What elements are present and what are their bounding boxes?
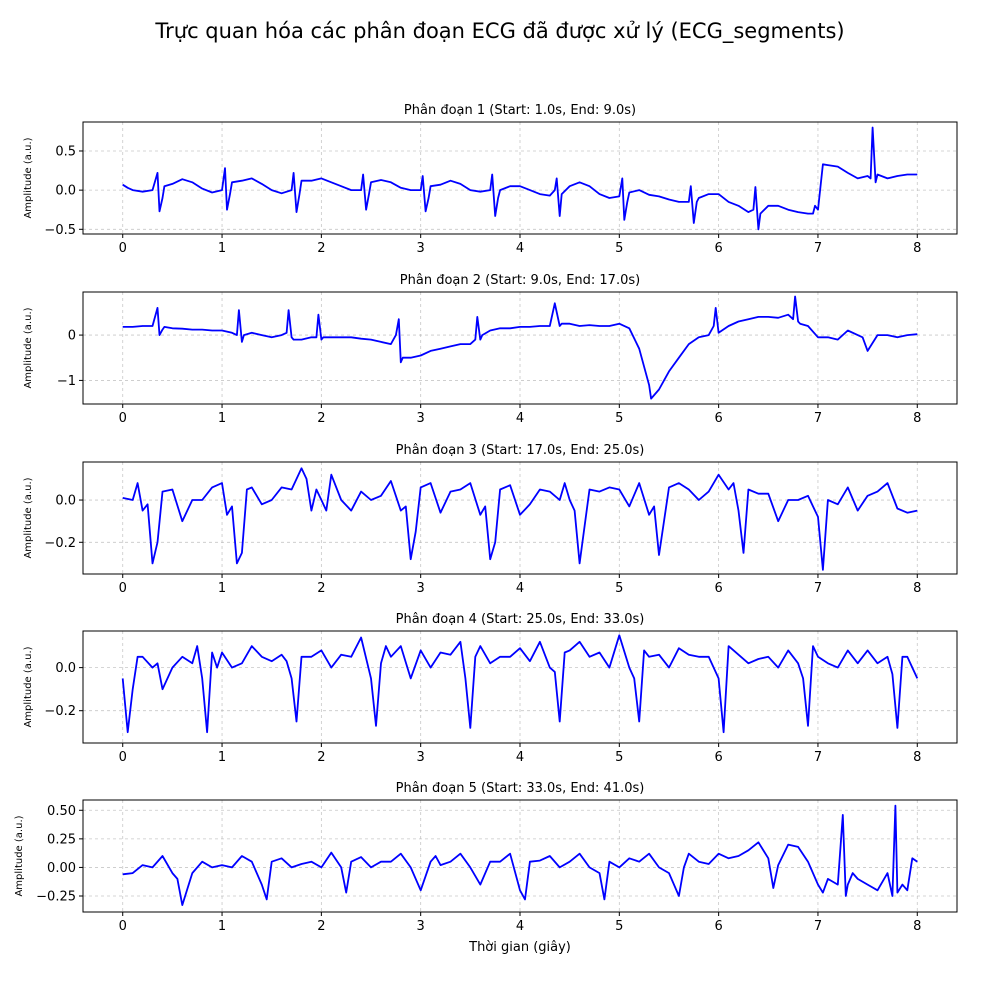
x-tick-label: 5 (615, 919, 623, 934)
x-axis-label: Thời gian (giây) (468, 940, 571, 955)
y-axis-label: Amplitude (a.u.) (23, 477, 34, 558)
x-tick-label: 0 (119, 750, 127, 765)
figure-suptitle: Trực quan hóa các phân đoạn ECG đã được … (154, 19, 844, 44)
x-tick-label: 6 (714, 241, 722, 256)
y-axis-label: Amplitude (a.u.) (14, 815, 25, 896)
y-tick-label: 0 (68, 329, 76, 344)
y-tick-label: −0.2 (44, 536, 76, 551)
y-tick-label: 0.25 (47, 832, 76, 847)
y-tick-label: −0.2 (44, 704, 76, 719)
x-tick-label: 8 (913, 581, 921, 596)
x-tick-label: 8 (913, 411, 921, 426)
subplot-5: 0 1 2 3 4 5 6 7 8 −0.25 0.00 0.25 0.50 Phân đoạn 5 (S… (14, 781, 958, 955)
x-tick-label: 7 (814, 919, 822, 934)
y-axis-label: Amplitude (a.u.) (23, 307, 34, 388)
ecg-series-line (121, 634, 919, 734)
x-tick-label: 2 (317, 581, 325, 596)
x-tick-label: 1 (218, 581, 226, 596)
x-tick-label: 2 (317, 241, 325, 256)
y-tick-label: −0.25 (36, 890, 76, 905)
subplot-title: Phân đoạn 1 (Start: 1.0s, End: 9.0s) (404, 103, 636, 118)
ecg-series-line (122, 295, 918, 400)
x-tick-label: 4 (516, 750, 524, 765)
x-tick-label: 0 (119, 411, 127, 426)
x-tick-label: 3 (417, 919, 425, 934)
subplot-grid: 0 1 2 3 4 5 6 7 8 −0.5 0.0 0.5 Phân đoạn 1 (Start: 1… (14, 103, 958, 955)
x-tick-label: 5 (615, 750, 623, 765)
subplot-title: Phân đoạn 4 (Start: 25.0s, End: 33.0s) (396, 612, 645, 627)
x-tick-label: 1 (218, 750, 226, 765)
x-tick-label: 7 (814, 581, 822, 596)
x-tick-label: 8 (913, 241, 921, 256)
x-tick-label: 3 (417, 750, 425, 765)
x-tick-label: 4 (516, 581, 524, 596)
x-tick-label: 0 (119, 919, 127, 934)
x-tick-label: 1 (218, 241, 226, 256)
subplot-title: Phân đoạn 5 (Start: 33.0s, End: 41.0s) (396, 781, 645, 796)
subplot-2: 0 1 2 3 4 5 6 7 8 −1 0 Phân đoạn 2 (Start: 9.0s, En… (23, 273, 958, 426)
x-tick-label: 7 (814, 241, 822, 256)
x-tick-label: 5 (615, 241, 623, 256)
subplot-3: 0 1 2 3 4 5 6 7 8 −0.2 0.0 Phân đoạn 3 (Start: 17.0… (23, 443, 958, 596)
ecg-series-line (122, 804, 918, 906)
subplot-title: Phân đoạn 3 (Start: 17.0s, End: 25.0s) (396, 443, 645, 458)
x-tick-label: 5 (615, 581, 623, 596)
x-tick-label: 4 (516, 919, 524, 934)
ecg-series-line (122, 467, 918, 571)
x-tick-label: 6 (714, 411, 722, 426)
y-axis-label: Amplitude (a.u.) (23, 646, 34, 727)
y-tick-label: 0.0 (55, 661, 76, 676)
y-tick-label: 0.5 (55, 144, 76, 159)
subplot-4: 0 1 2 3 4 5 6 7 8 −0.2 0.0 Phân đoạn 4 (Start: 25.0… (23, 612, 958, 765)
x-tick-label: 6 (714, 750, 722, 765)
x-tick-label: 4 (516, 241, 524, 256)
subplot-1: 0 1 2 3 4 5 6 7 8 −0.5 0.0 0.5 Phân đoạn 1 (Start: 1… (23, 103, 958, 256)
x-tick-label: 0 (119, 581, 127, 596)
x-tick-label: 4 (516, 411, 524, 426)
x-tick-label: 6 (714, 581, 722, 596)
y-tick-label: 0.00 (47, 861, 76, 876)
y-tick-label: 0.50 (47, 804, 76, 819)
y-tick-label: −0.5 (44, 223, 76, 238)
x-tick-label: 5 (615, 411, 623, 426)
x-tick-label: 3 (417, 411, 425, 426)
x-tick-label: 8 (913, 750, 921, 765)
ecg-series-line (122, 126, 918, 231)
y-tick-label: 0.0 (55, 184, 76, 199)
x-tick-label: 7 (814, 411, 822, 426)
subplot-title: Phân đoạn 2 (Start: 9.0s, End: 17.0s) (400, 273, 640, 288)
x-tick-label: 7 (814, 750, 822, 765)
x-tick-label: 2 (317, 919, 325, 934)
x-tick-label: 3 (417, 581, 425, 596)
x-tick-label: 6 (714, 919, 722, 934)
x-tick-label: 2 (317, 411, 325, 426)
x-tick-label: 2 (317, 750, 325, 765)
x-tick-label: 1 (218, 411, 226, 426)
y-tick-label: −1 (57, 374, 76, 389)
x-tick-label: 3 (417, 241, 425, 256)
x-tick-label: 0 (119, 241, 127, 256)
x-tick-label: 8 (913, 919, 921, 934)
x-tick-label: 1 (218, 919, 226, 934)
y-axis-label: Amplitude (a.u.) (23, 137, 34, 218)
y-tick-label: 0.0 (55, 494, 76, 509)
